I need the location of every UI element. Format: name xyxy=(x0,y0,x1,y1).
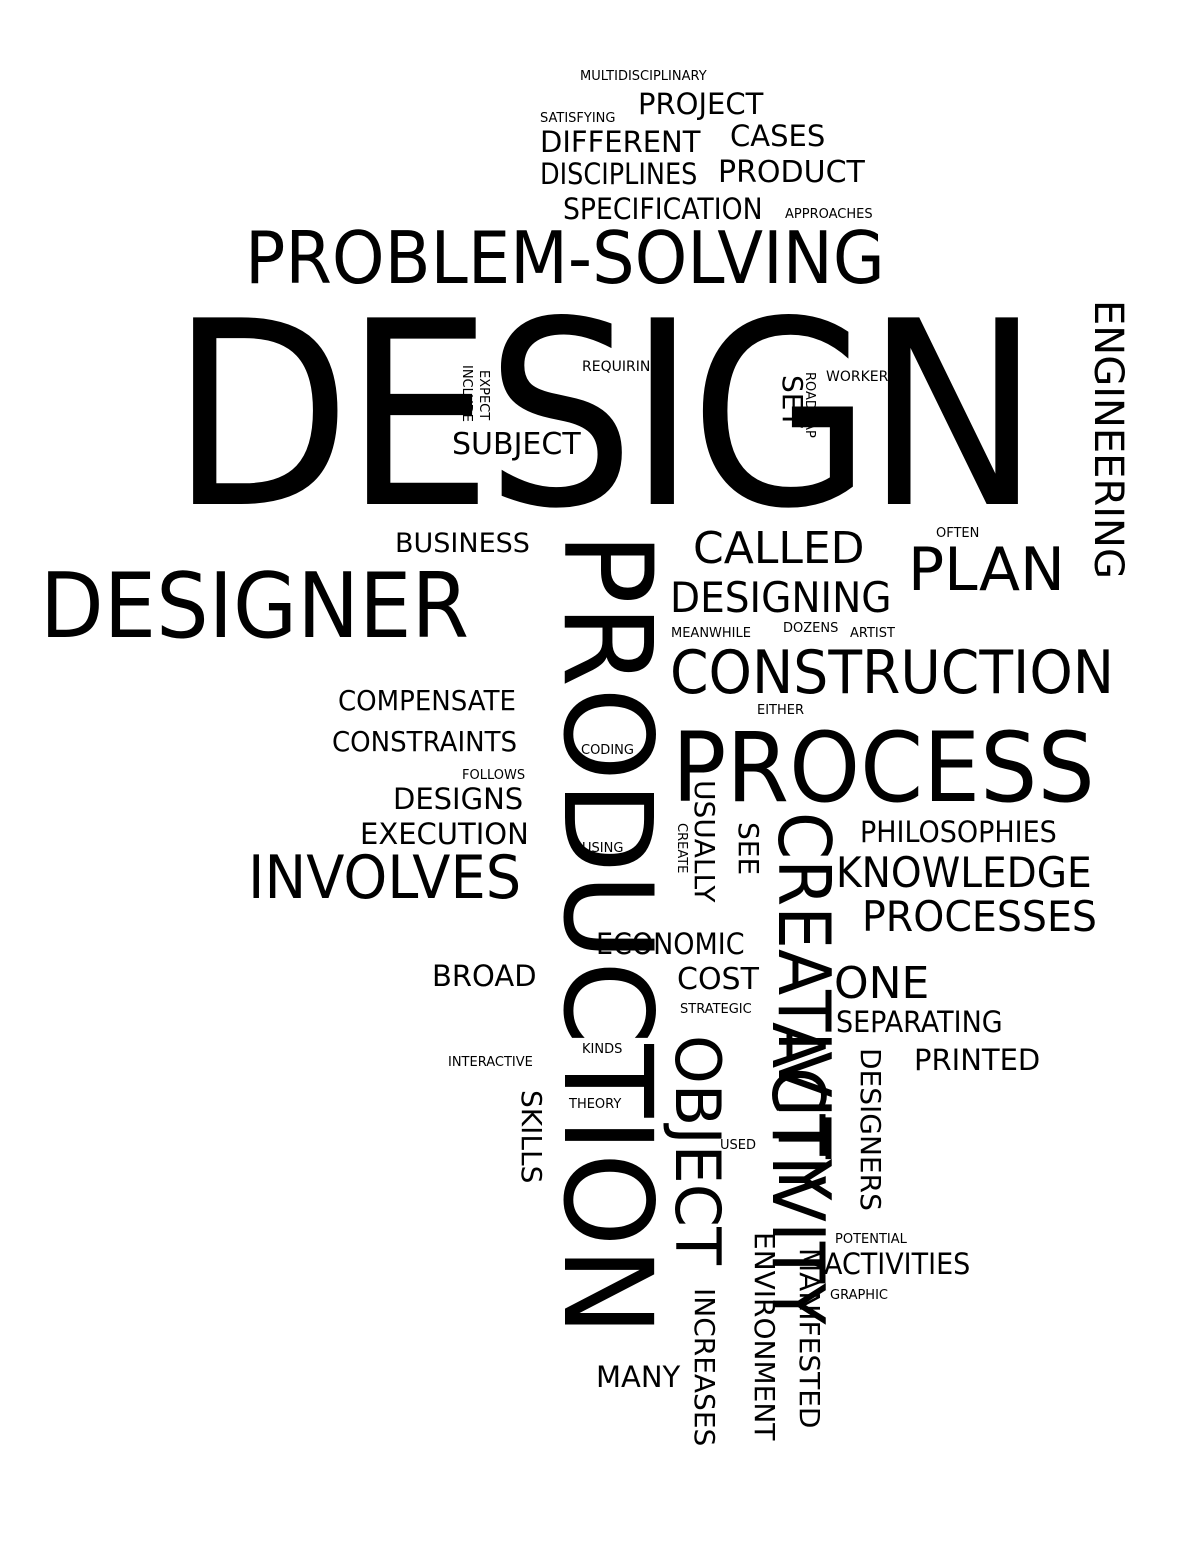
word-expect: EXPECT xyxy=(476,370,491,421)
word-see: SEE xyxy=(732,822,765,876)
word-product: PRODUCT xyxy=(718,155,865,190)
word-specification: SPECIFICATION xyxy=(563,192,763,226)
word-plan: PLAN xyxy=(908,535,1065,605)
word-increases: INCREASES xyxy=(688,1288,721,1447)
word-graphic: GRAPHIC xyxy=(830,1288,888,1303)
word-cases: CASES xyxy=(730,119,826,153)
word-called: CALLED xyxy=(693,523,865,574)
word-project: PROJECT xyxy=(638,87,764,121)
word-meanwhile: MEANWHILE xyxy=(671,626,751,641)
word-often: OFTEN xyxy=(936,526,980,541)
word-include: INCLUDE xyxy=(459,365,474,422)
word-one: ONE xyxy=(834,958,930,1009)
word-dozens: DOZENS xyxy=(783,621,839,636)
word-using: USING xyxy=(582,841,624,856)
word-philosophies: PHILOSOPHIES xyxy=(860,815,1057,849)
word-engineering: ENGINEERING xyxy=(1085,300,1131,579)
word-activities: ACTIVITIES xyxy=(824,1247,971,1281)
word-disciplines: DISCIPLINES xyxy=(540,157,698,191)
word-designing: DESIGNING xyxy=(670,573,892,622)
word-involves: INVOLVES xyxy=(248,843,522,913)
word-create: CREATE xyxy=(674,823,689,874)
word-designers: DESIGNERS xyxy=(854,1048,887,1211)
word-execution: EXECUTION xyxy=(360,817,529,851)
word-problem-solving: PROBLEM-SOLVING xyxy=(245,216,885,300)
word-different: DIFFERENT xyxy=(540,125,701,159)
word-broad: BROAD xyxy=(432,959,537,993)
word-multidisciplinary: MULTIDISCIPLINARY xyxy=(580,69,707,84)
word-knowledge: KNOWLEDGE xyxy=(836,848,1092,897)
word-worker: WORKER xyxy=(826,369,889,385)
word-either: EITHER xyxy=(757,703,805,718)
word-separating: SEPARATING xyxy=(836,1005,1003,1039)
word-process: PROCESS xyxy=(672,712,1095,824)
word-processes: PROCESSES xyxy=(862,892,1097,941)
word-environment: ENVIRONMENT xyxy=(748,1232,781,1441)
word-interactive: INTERACTIVE xyxy=(448,1055,533,1070)
word-designs: DESIGNS xyxy=(393,782,524,816)
word-design: DESIGN xyxy=(170,267,1041,565)
word-coding: CODING xyxy=(581,743,634,758)
word-compensate: COMPENSATE xyxy=(338,684,516,717)
word-constraints: CONSTRAINTS xyxy=(332,725,518,758)
word-follows: FOLLOWS xyxy=(462,768,526,783)
word-cost: COST xyxy=(677,962,759,997)
word-usually: USUALLY xyxy=(688,780,721,903)
word-printed: PRINTED xyxy=(914,1043,1041,1077)
word-construction: CONSTRUCTION xyxy=(670,638,1115,708)
word-subject: SUBJECT xyxy=(452,427,581,462)
word-many: MANY xyxy=(596,1360,681,1394)
word-business: BUSINESS xyxy=(395,528,530,559)
word-satisfying: SATISFYING xyxy=(540,111,616,126)
word-skills: SKILLS xyxy=(515,1090,548,1184)
word-used: USED xyxy=(720,1138,756,1153)
word-strategic: STRATEGIC xyxy=(680,1002,752,1017)
word-kinds: KINDS xyxy=(582,1042,623,1057)
word-set: SET xyxy=(776,375,809,428)
word-requiring: REQUIRING xyxy=(582,359,662,375)
word-economic: ECONOMIC xyxy=(596,927,745,961)
word-potential: POTENTIAL xyxy=(835,1232,907,1247)
word-theory: THEORY xyxy=(569,1097,622,1112)
word-artist: ARTIST xyxy=(850,626,895,641)
word-object: OBJECT xyxy=(661,1035,734,1265)
word-manifested: MANIFESTED xyxy=(793,1248,826,1429)
word-approaches: APPROACHES xyxy=(785,207,873,222)
word-designer: DESIGNER xyxy=(40,554,470,659)
